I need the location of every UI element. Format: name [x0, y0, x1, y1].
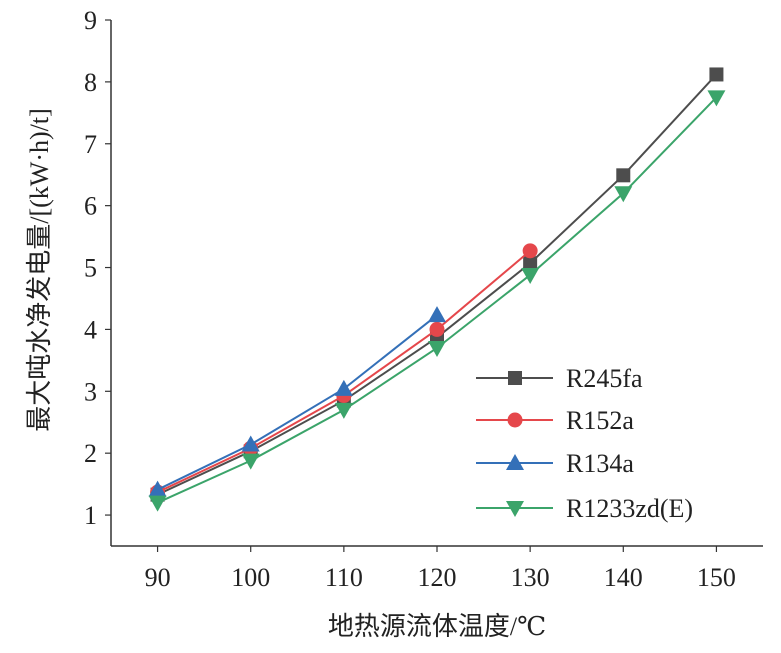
- y-axis-label: 最大吨水净发电量/[(kW·h)/t]: [25, 108, 54, 432]
- x-tick-label: 120: [418, 563, 457, 592]
- triangle-down-marker: [707, 90, 726, 107]
- series-line: [157, 250, 531, 494]
- legend: R245fa R152a R134a R1233zd(E): [476, 364, 693, 523]
- circle-marker: [507, 412, 523, 428]
- triangle-up-marker: [241, 435, 260, 452]
- legend-label: R1233zd(E): [566, 494, 693, 523]
- square-marker: [508, 371, 522, 385]
- y-tick-label: 2: [84, 439, 97, 468]
- y-tick-label: 1: [84, 501, 97, 530]
- y-tick-label: 4: [84, 315, 97, 344]
- x-tick-label: 100: [231, 563, 270, 592]
- series-r152a: [150, 243, 538, 500]
- legend-item: R245fa: [476, 364, 643, 393]
- x-tick-label: 130: [511, 563, 550, 592]
- square-marker: [616, 168, 631, 183]
- square-marker: [709, 67, 724, 82]
- series-r1233zd-e-: [148, 90, 726, 512]
- circle-marker: [522, 243, 538, 259]
- series-line: [157, 96, 718, 504]
- y-tick-label: 3: [84, 377, 97, 406]
- triangle-up-marker: [428, 306, 446, 323]
- circle-marker: [429, 321, 445, 337]
- triangle-down-marker: [334, 402, 353, 419]
- triangle-down-marker: [521, 267, 540, 284]
- x-tick-label: 110: [325, 563, 363, 592]
- series-r134a: [148, 306, 446, 497]
- triangle-down-marker: [148, 495, 167, 512]
- y-tick-label: 5: [84, 254, 97, 283]
- y-tick-label: 7: [84, 130, 97, 159]
- legend-item: R152a: [476, 406, 634, 435]
- y-tick-label: 8: [84, 68, 97, 97]
- legend-label: R134a: [566, 449, 634, 478]
- y-tick-label: 6: [84, 192, 97, 221]
- legend-label: R245fa: [566, 364, 643, 393]
- series-r245fa: [150, 67, 724, 502]
- triangle-up-marker: [148, 480, 167, 497]
- triangle-down-marker: [241, 453, 260, 470]
- y-tick-label: 9: [84, 6, 97, 35]
- series-line: [157, 314, 438, 491]
- triangle-up-marker: [334, 379, 353, 396]
- x-axis-label: 地热源流体温度/℃: [328, 612, 546, 641]
- legend-item: R1233zd(E): [476, 494, 693, 523]
- triangle-down-marker: [506, 501, 524, 517]
- legend-item: R134a: [476, 449, 634, 478]
- triangle-up-marker: [506, 454, 524, 470]
- triangle-down-marker: [614, 186, 633, 203]
- triangle-down-marker: [428, 340, 446, 357]
- x-tick-label: 140: [604, 563, 643, 592]
- square-marker: [523, 256, 538, 271]
- x-tick-label: 90: [145, 563, 171, 592]
- legend-label: R152a: [566, 406, 634, 435]
- x-tick-label: 150: [697, 563, 736, 592]
